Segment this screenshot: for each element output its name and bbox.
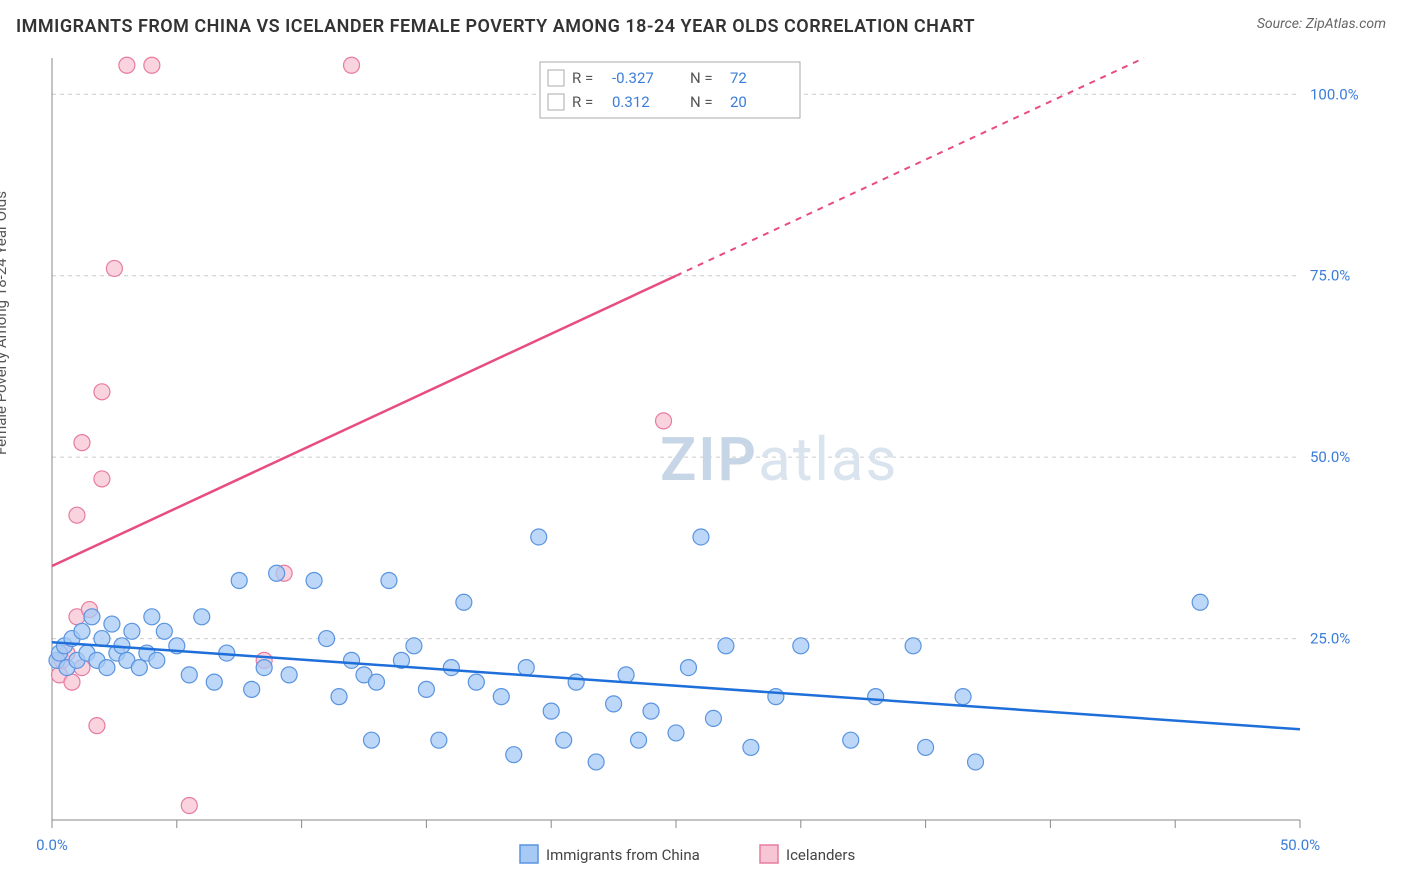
data-point bbox=[418, 681, 434, 697]
data-point bbox=[99, 660, 115, 676]
data-point bbox=[843, 732, 859, 748]
data-point bbox=[74, 435, 90, 451]
data-point bbox=[106, 260, 122, 276]
y-tick-label: 100.0% bbox=[1310, 85, 1359, 103]
correlation-legend: R = -0.327 N = 72 R = 0.312 N = 20 bbox=[540, 62, 800, 118]
y-tick-label: 75.0% bbox=[1310, 267, 1350, 285]
data-point bbox=[443, 660, 459, 676]
data-point bbox=[468, 674, 484, 690]
data-point bbox=[631, 732, 647, 748]
data-point bbox=[104, 616, 120, 632]
data-point bbox=[656, 413, 672, 429]
data-point bbox=[124, 623, 140, 639]
data-point bbox=[181, 797, 197, 813]
data-point bbox=[705, 710, 721, 726]
data-point bbox=[556, 732, 572, 748]
data-point bbox=[319, 631, 335, 647]
data-point bbox=[668, 725, 684, 741]
data-point bbox=[955, 689, 971, 705]
scatter-chart: 25.0% 50.0% 75.0% 100.0% ZIPatlas 0.0% 50.0% R … bbox=[0, 0, 1406, 892]
data-point bbox=[406, 638, 422, 654]
trend-line bbox=[52, 276, 676, 566]
svg-text:ZIPatlas: ZIPatlas bbox=[660, 424, 899, 495]
data-point bbox=[64, 674, 80, 690]
data-point bbox=[281, 667, 297, 683]
data-point bbox=[793, 638, 809, 654]
data-point bbox=[89, 718, 105, 734]
data-point bbox=[363, 732, 379, 748]
data-point bbox=[568, 674, 584, 690]
data-point bbox=[244, 681, 260, 697]
data-point bbox=[74, 623, 90, 639]
trend-line bbox=[52, 642, 1300, 729]
data-point bbox=[381, 573, 397, 589]
svg-text:0.312: 0.312 bbox=[612, 93, 650, 111]
y-tick-label: 25.0% bbox=[1310, 630, 1350, 648]
y-tick-label: 50.0% bbox=[1310, 448, 1350, 466]
data-point bbox=[231, 573, 247, 589]
svg-text:N =: N = bbox=[690, 69, 713, 87]
data-point bbox=[905, 638, 921, 654]
data-point bbox=[918, 739, 934, 755]
data-point bbox=[743, 739, 759, 755]
svg-text:72: 72 bbox=[730, 69, 747, 87]
data-point bbox=[543, 703, 559, 719]
data-point bbox=[331, 689, 347, 705]
data-point bbox=[968, 754, 984, 770]
data-point bbox=[518, 660, 534, 676]
legend-swatch bbox=[760, 845, 778, 863]
data-point bbox=[680, 660, 696, 676]
data-point bbox=[119, 57, 135, 73]
data-point bbox=[344, 652, 360, 668]
svg-text:N =: N = bbox=[690, 93, 713, 111]
data-point bbox=[144, 609, 160, 625]
data-point bbox=[493, 689, 509, 705]
data-point bbox=[344, 57, 360, 73]
data-point bbox=[693, 529, 709, 545]
x-tick-label: 0.0% bbox=[36, 836, 68, 854]
legend-label: Icelanders bbox=[786, 846, 855, 864]
data-point bbox=[69, 507, 85, 523]
data-point bbox=[1192, 594, 1208, 610]
svg-text:R =: R = bbox=[572, 93, 593, 111]
data-point bbox=[194, 609, 210, 625]
data-point bbox=[256, 660, 272, 676]
data-point bbox=[181, 667, 197, 683]
data-point bbox=[368, 674, 384, 690]
data-point bbox=[531, 529, 547, 545]
watermark: ZIPatlas bbox=[660, 424, 899, 495]
data-point bbox=[131, 660, 147, 676]
data-point bbox=[431, 732, 447, 748]
data-point bbox=[94, 471, 110, 487]
data-point bbox=[206, 674, 222, 690]
legend-swatch bbox=[520, 845, 538, 863]
data-point bbox=[868, 689, 884, 705]
data-point bbox=[144, 57, 160, 73]
data-point bbox=[269, 565, 285, 581]
data-point bbox=[718, 638, 734, 654]
data-point bbox=[768, 689, 784, 705]
svg-text:-0.327: -0.327 bbox=[612, 69, 654, 87]
data-point bbox=[456, 594, 472, 610]
svg-text:20: 20 bbox=[730, 93, 747, 111]
data-point bbox=[588, 754, 604, 770]
data-point bbox=[306, 573, 322, 589]
svg-text:R =: R = bbox=[572, 69, 593, 87]
legend-label: Immigrants from China bbox=[546, 846, 700, 864]
data-point bbox=[84, 609, 100, 625]
data-point bbox=[618, 667, 634, 683]
data-point bbox=[156, 623, 172, 639]
x-tick-label: 50.0% bbox=[1280, 836, 1320, 854]
data-point bbox=[606, 696, 622, 712]
data-point bbox=[506, 747, 522, 763]
data-point bbox=[94, 384, 110, 400]
data-point bbox=[643, 703, 659, 719]
data-point bbox=[149, 652, 165, 668]
